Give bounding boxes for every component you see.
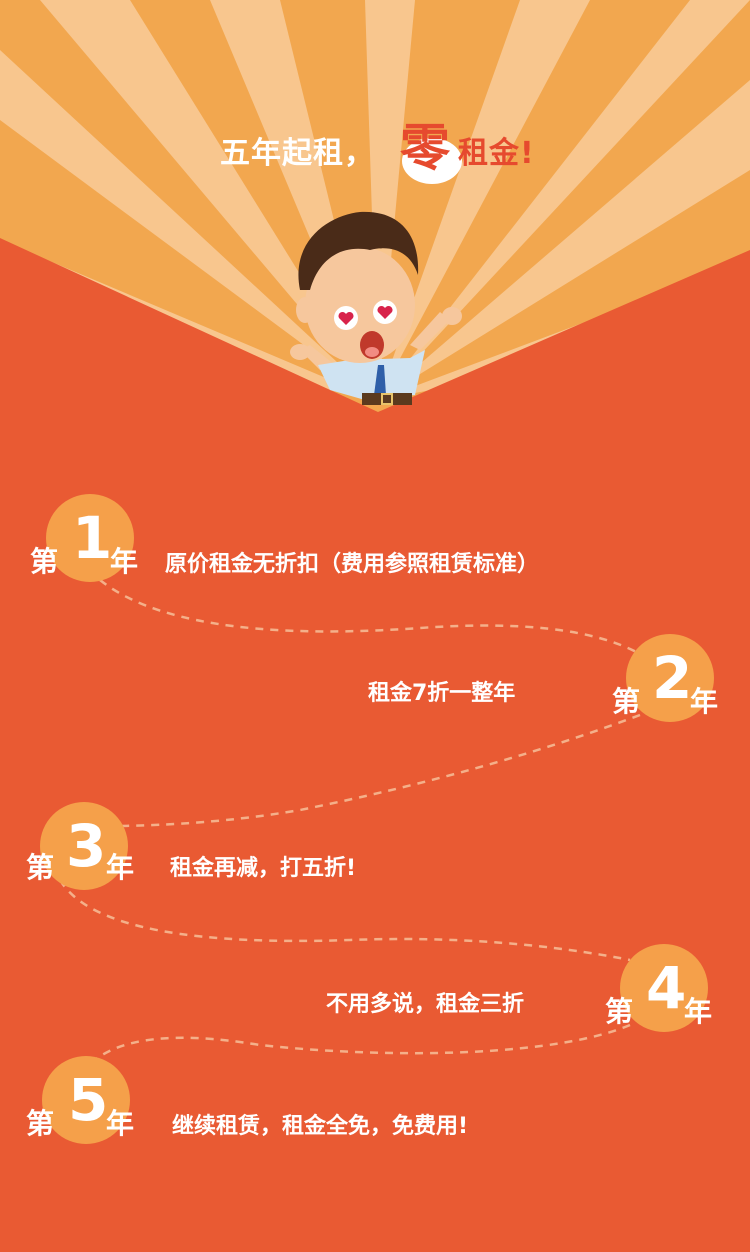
- step-suffix: 年: [106, 1107, 135, 1140]
- step-suffix: 年: [684, 995, 713, 1028]
- happy-businessman-icon: [290, 211, 462, 405]
- step-circle: [42, 1056, 130, 1144]
- step-circle: [626, 634, 714, 722]
- headline-zero: 零: [400, 119, 450, 177]
- step-prefix: 第: [26, 1107, 55, 1140]
- step-number: 5: [68, 1066, 109, 1134]
- step-description: 租金7折一整年: [368, 681, 516, 706]
- headline-suffix: 租金!: [458, 136, 535, 171]
- step-description: 继续租赁，租金全免，免费用!: [172, 1114, 469, 1139]
- step-1: 1 第 年 原价租金无折扣（费用参照租赁标准）: [0, 490, 750, 590]
- step-circle: [620, 944, 708, 1032]
- step-prefix: 第: [30, 545, 59, 578]
- step-prefix: 第: [605, 995, 634, 1028]
- step-number: 1: [72, 504, 113, 572]
- step-description: 不用多说，租金三折: [326, 992, 525, 1017]
- step-5: 5 第 年 继续租赁，租金全免，免费用!: [0, 1052, 750, 1152]
- step-prefix: 第: [26, 851, 55, 884]
- step-description: 租金再减，打五折!: [170, 856, 357, 881]
- step-prefix: 第: [612, 685, 641, 718]
- dashed-path: [58, 579, 651, 1061]
- step-2: 2 第 年 租金7折一整年: [0, 630, 750, 730]
- step-4: 4 第 年 不用多说，租金三折: [0, 940, 750, 1040]
- headline-prefix: 五年起租，: [220, 136, 375, 171]
- step-suffix: 年: [110, 545, 139, 578]
- step-3: 3 第 年 租金再减，打五折!: [0, 798, 750, 898]
- step-suffix: 年: [106, 851, 135, 884]
- step-circle: [40, 802, 128, 890]
- step-description: 原价租金无折扣（费用参照租赁标准）: [165, 552, 540, 577]
- step-suffix: 年: [690, 685, 719, 718]
- step-circle: [46, 494, 134, 582]
- headline: 五年起租， 零 租金!: [0, 108, 750, 188]
- step-number: 2: [652, 644, 693, 712]
- step-number: 3: [66, 812, 107, 880]
- zero-circle: [402, 138, 462, 184]
- step-number: 4: [646, 954, 687, 1022]
